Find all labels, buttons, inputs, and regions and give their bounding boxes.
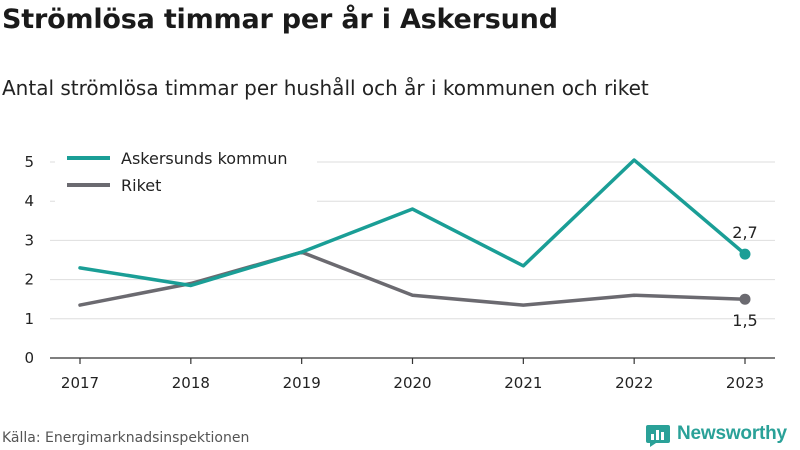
y-tick-label: 4 bbox=[24, 192, 34, 210]
bar-chart-logo-icon bbox=[646, 425, 670, 447]
y-tick-label: 1 bbox=[24, 310, 34, 328]
brand-name: Newsworthy bbox=[677, 423, 787, 444]
page-title: Strömlösa timmar per år i Askersund bbox=[2, 4, 558, 35]
legend-label: Askersunds kommun bbox=[121, 149, 288, 168]
source-note: Källa: Energimarknadsinspektionen bbox=[2, 430, 250, 446]
x-tick-label: 2018 bbox=[172, 374, 210, 392]
y-tick-label: 3 bbox=[24, 231, 34, 249]
x-tick-label: 2023 bbox=[726, 374, 764, 392]
end-point-marker bbox=[739, 248, 751, 260]
series-line bbox=[78, 158, 747, 288]
x-tick-label: 2019 bbox=[283, 374, 321, 392]
x-tick-label: 2017 bbox=[61, 374, 99, 392]
series-line bbox=[78, 250, 747, 307]
page-subtitle: Antal strömlösa timmar per hushåll och å… bbox=[2, 76, 649, 100]
end-point-marker bbox=[739, 293, 751, 305]
legend-background bbox=[55, 140, 317, 204]
end-value-label: 2,7 bbox=[732, 223, 757, 242]
y-tick-label: 0 bbox=[24, 349, 34, 367]
legend-label: Riket bbox=[121, 176, 161, 195]
end-value-label: 1,5 bbox=[732, 311, 757, 330]
x-tick-label: 2022 bbox=[615, 374, 653, 392]
y-tick-label: 5 bbox=[24, 153, 34, 171]
y-tick-label: 2 bbox=[24, 271, 34, 289]
line-chart: 0 1 2 3 4 5 2017 2018 2019 2020 2021 2022 2023 1,5 2,… bbox=[24, 140, 775, 392]
brand-logo: Newsworthy bbox=[645, 420, 787, 448]
x-tick-label: 2020 bbox=[393, 374, 431, 392]
x-tick-label: 2021 bbox=[504, 374, 542, 392]
